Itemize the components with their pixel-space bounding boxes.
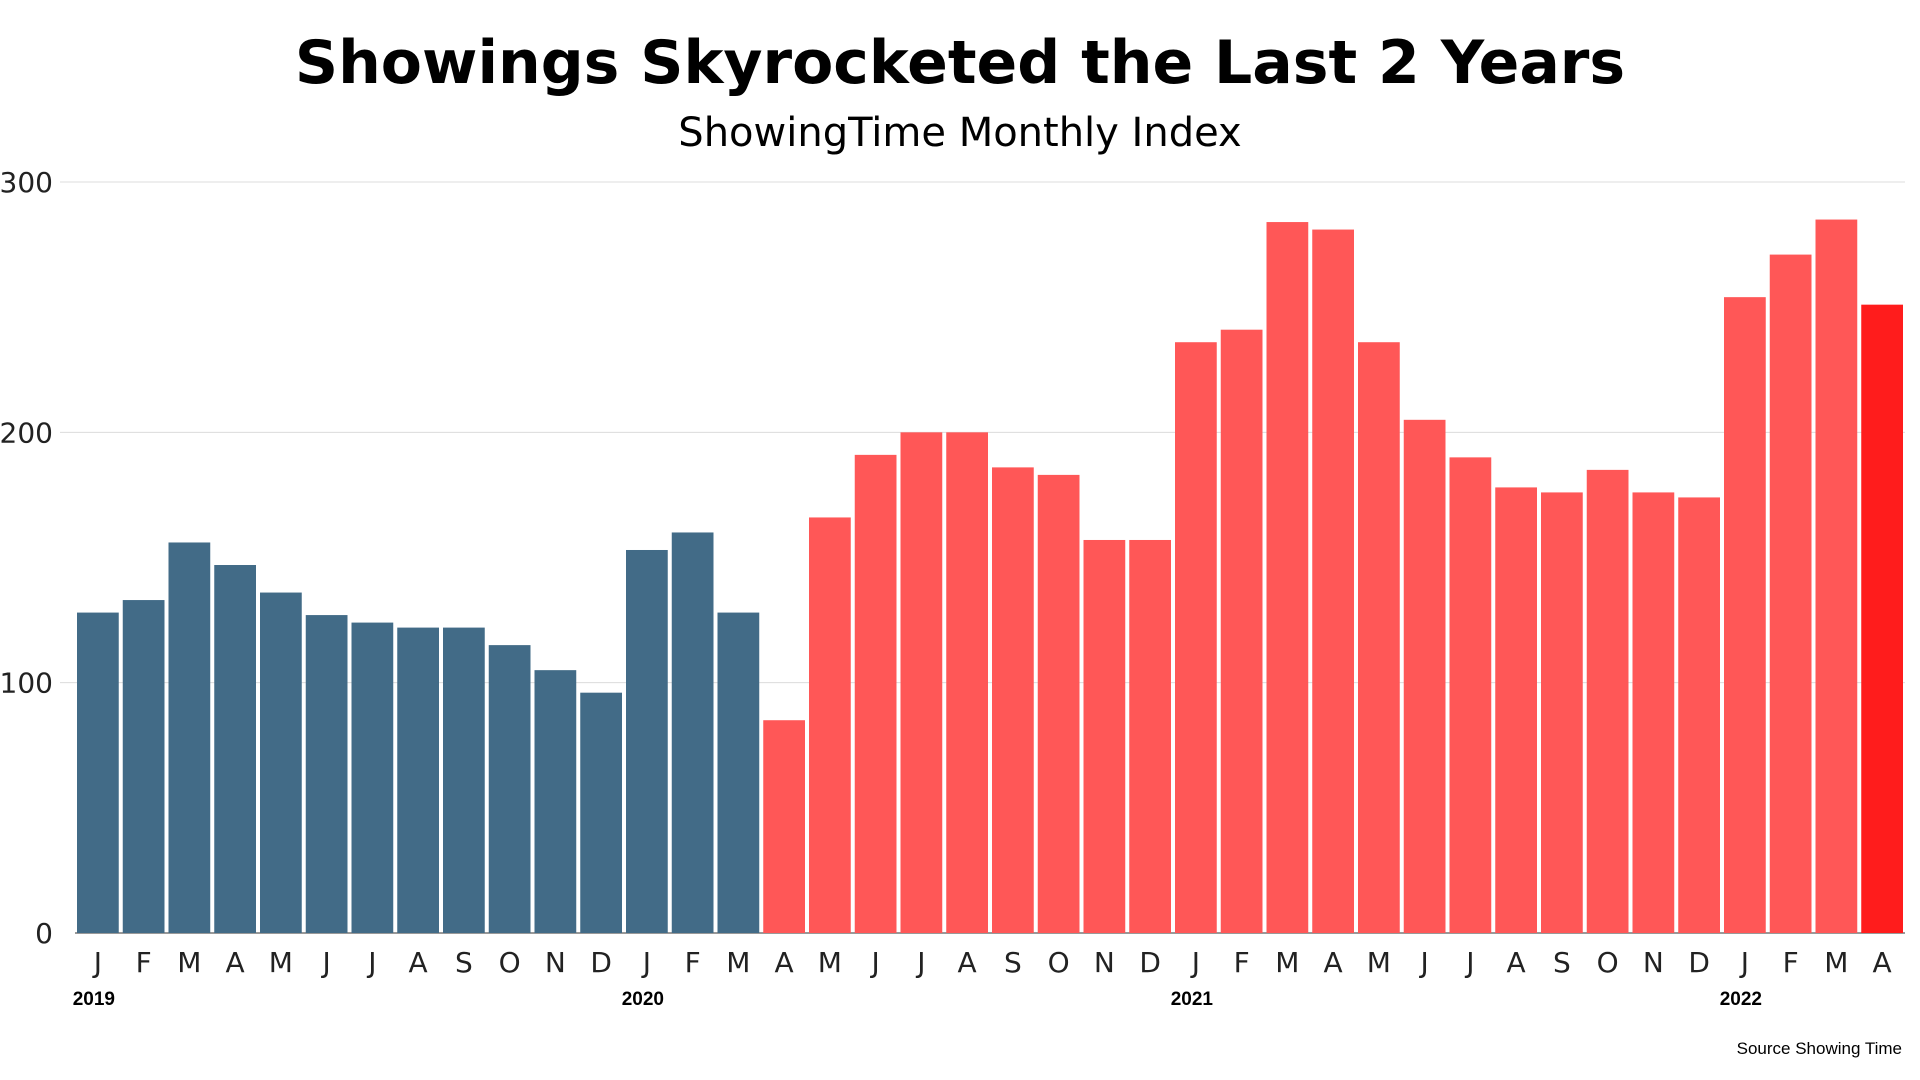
bar — [305, 615, 348, 933]
x-tick-label: J — [92, 946, 102, 979]
x-tick-label: M — [269, 946, 293, 979]
x-tick-label: M — [818, 946, 842, 979]
x-tick-label: M — [1367, 946, 1391, 979]
bar — [397, 627, 439, 933]
bar — [854, 454, 897, 933]
bar — [1861, 304, 1903, 933]
x-tick-label: J — [869, 946, 879, 979]
x-tick-label: O — [1048, 946, 1070, 979]
bar — [763, 720, 805, 933]
bar — [1175, 342, 1217, 933]
bar — [1403, 419, 1446, 934]
x-tick-label: J — [320, 946, 330, 979]
x-tick-label: S — [1553, 946, 1571, 979]
x-tick-label: A — [958, 946, 977, 979]
x-tick-label: J — [1739, 946, 1749, 979]
x-tick-label: A — [409, 946, 428, 979]
x-tick-label: N — [1643, 946, 1664, 979]
x-tick-label: D — [1688, 946, 1710, 979]
bar — [946, 432, 988, 933]
bar — [168, 542, 211, 933]
bar — [1037, 474, 1080, 933]
bar — [1632, 492, 1675, 933]
x-tick-label: F — [685, 946, 701, 979]
y-tick-label: 200 — [0, 416, 53, 449]
bar — [1358, 342, 1400, 933]
x-tick-label: M — [726, 946, 750, 979]
bar — [1266, 222, 1309, 933]
bar — [1678, 497, 1720, 933]
bar — [900, 432, 943, 933]
bar — [1586, 469, 1629, 933]
bar — [351, 622, 394, 933]
x-tick-label: A — [1873, 946, 1892, 979]
x-tick-label: J — [641, 946, 651, 979]
x-tick-label: O — [499, 946, 521, 979]
bar — [626, 549, 668, 933]
x-tick-label: J — [1464, 946, 1474, 979]
x-tick-label: J — [1190, 946, 1200, 979]
chart-subtitle: ShowingTime Monthly Index — [678, 110, 1242, 156]
x-tick-label: A — [1324, 946, 1343, 979]
bar — [992, 467, 1034, 933]
bar — [1815, 219, 1858, 934]
bar — [488, 645, 531, 933]
year-label: 2020 — [622, 989, 664, 1010]
bar — [671, 532, 714, 933]
bar — [1769, 254, 1812, 933]
year-label: 2019 — [73, 989, 115, 1010]
bar — [214, 565, 256, 933]
bar — [717, 612, 760, 933]
x-tick-label: J — [366, 946, 376, 979]
bar — [1541, 492, 1583, 933]
x-tick-label: A — [1507, 946, 1526, 979]
bar — [77, 612, 119, 933]
x-tick-label: D — [1139, 946, 1161, 979]
bar — [1495, 487, 1537, 933]
x-tick-label: N — [1094, 946, 1115, 979]
chart-title: Showings Skyrocketed the Last 2 Years — [294, 28, 1626, 98]
x-tick-label: F — [1783, 946, 1799, 979]
x-tick-label: S — [1004, 946, 1022, 979]
x-tick-label: M — [1275, 946, 1299, 979]
x-tick-label: O — [1597, 946, 1619, 979]
year-label: 2022 — [1720, 989, 1762, 1010]
x-tick-label: M — [177, 946, 201, 979]
bar — [534, 670, 577, 933]
x-tick-label: J — [1418, 946, 1428, 979]
x-tick-label: J — [915, 946, 925, 979]
bar — [1312, 229, 1354, 933]
x-tick-label: A — [775, 946, 794, 979]
year-label: 2021 — [1171, 989, 1214, 1010]
bar — [260, 592, 302, 933]
bar — [1449, 457, 1492, 933]
x-tick-label: S — [455, 946, 473, 979]
x-tick-label: F — [1234, 946, 1250, 979]
bar — [1083, 539, 1126, 933]
bar — [1129, 539, 1171, 933]
bar — [1724, 297, 1766, 933]
bar — [122, 600, 165, 933]
y-tick-label: 100 — [0, 667, 53, 700]
bar — [443, 627, 485, 933]
bar — [1220, 329, 1263, 933]
x-tick-label: M — [1824, 946, 1848, 979]
y-tick-label: 0 — [35, 917, 53, 950]
y-tick-label: 300 — [0, 166, 53, 199]
source-note: Source Showing Time — [1736, 1039, 1902, 1058]
x-tick-label: A — [226, 946, 245, 979]
x-tick-label: D — [590, 946, 612, 979]
x-tick-label: N — [545, 946, 566, 979]
bar — [580, 692, 622, 933]
bar — [809, 517, 851, 933]
x-tick-label: F — [136, 946, 152, 979]
